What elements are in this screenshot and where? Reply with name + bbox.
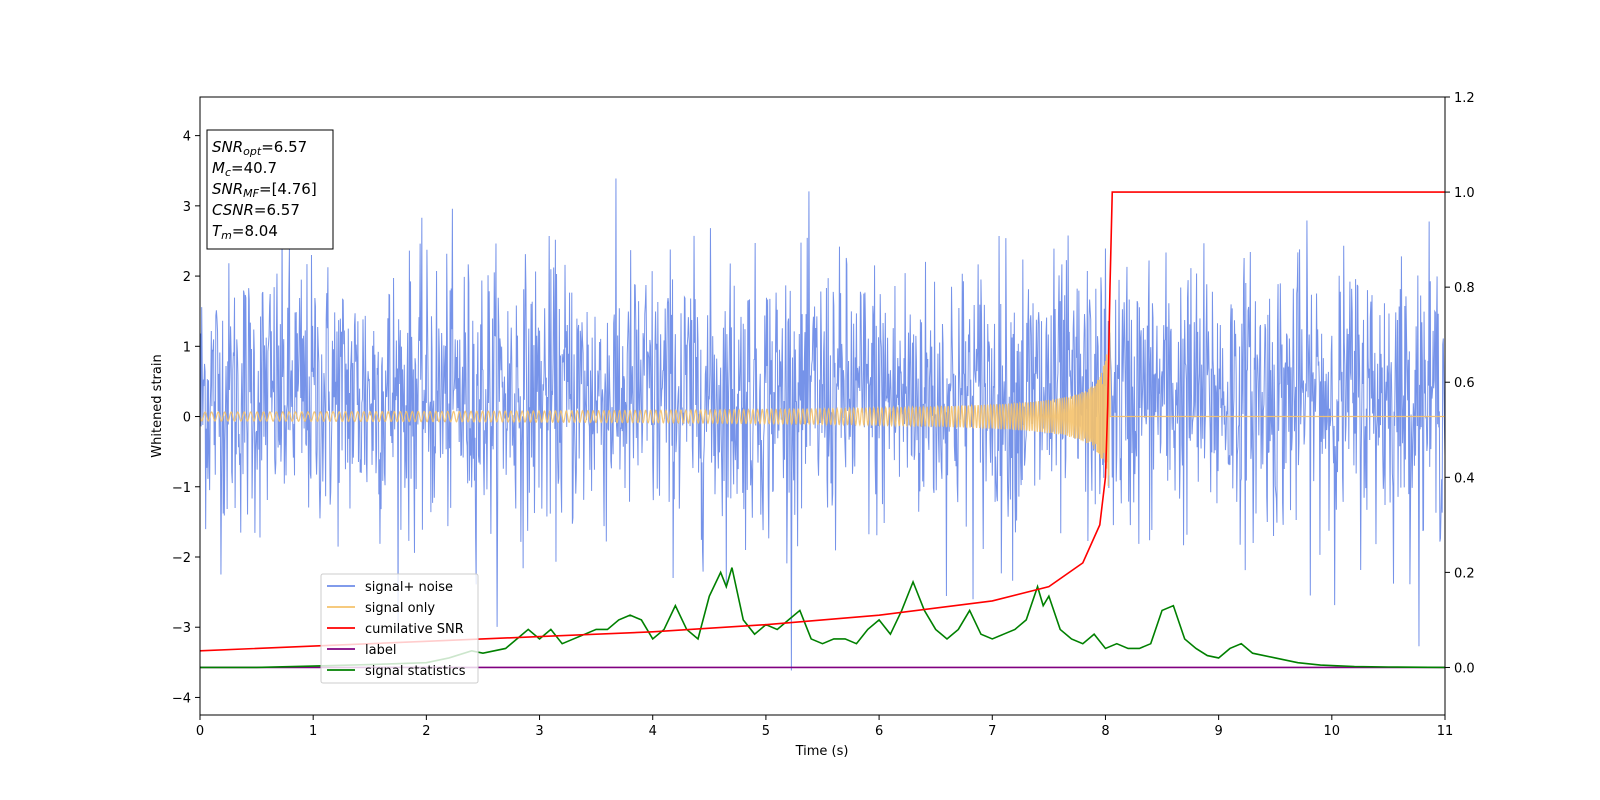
y2-tick-label: 0.8 xyxy=(1454,281,1475,296)
x-tick-label: 7 xyxy=(988,724,996,739)
info-box-frame xyxy=(206,129,334,250)
y-tick-label: 3 xyxy=(183,200,191,215)
legend-entry: label xyxy=(365,643,396,658)
y-tick-label: −2 xyxy=(172,551,191,566)
x-tick-label: 9 xyxy=(1214,724,1222,739)
x-tick-label: 8 xyxy=(1101,724,1109,739)
y-axis-right: 0.0 0.2 0.4 0.6 0.8 1.0 1.2 xyxy=(1445,91,1475,676)
y2-tick-label: 1.0 xyxy=(1454,186,1475,201)
x-tick-label: 6 xyxy=(875,724,883,739)
x-tick-label: 11 xyxy=(1437,724,1454,739)
legend-entry: signal only xyxy=(365,601,435,616)
legend-frame xyxy=(320,573,479,684)
legend-entry: cumilative SNR xyxy=(365,622,464,637)
series-signal-statistics xyxy=(200,567,1445,669)
plot-frame xyxy=(199,96,1446,716)
info-line: CSNR=6.57 xyxy=(212,201,300,219)
info-line: Mc=40.7 xyxy=(212,159,277,179)
y-tick-label: −4 xyxy=(172,691,191,706)
info-line: SNRMF=[4.76] xyxy=(212,180,317,200)
y-tick-label: 4 xyxy=(183,130,191,145)
series-signal-only xyxy=(200,318,1445,486)
series-signal-noise xyxy=(200,178,1445,671)
series-layer xyxy=(200,178,1445,671)
legend-entry: signal statistics xyxy=(365,664,466,679)
x-tick-label: 3 xyxy=(535,724,543,739)
x-tick-label: 4 xyxy=(649,724,657,739)
y2-tick-label: 0.6 xyxy=(1454,376,1475,391)
info-line: Tm=8.04 xyxy=(212,222,278,242)
legend-entry: signal+ noise xyxy=(365,580,453,595)
y-tick-label: 0 xyxy=(183,411,191,426)
y-tick-label: 2 xyxy=(183,270,191,285)
y-axis-label: Whitened strain xyxy=(150,354,165,457)
x-tick-label: 10 xyxy=(1324,724,1341,739)
y-axis-left: −4 −3 −2 −1 0 1 2 3 4 xyxy=(172,130,200,706)
y2-tick-label: 0.4 xyxy=(1454,471,1475,486)
x-axis-label: Time (s) xyxy=(795,744,849,759)
x-axis: 0 1 2 3 4 5 6 7 8 9 10 11 xyxy=(196,715,1453,739)
y-tick-label: 1 xyxy=(183,340,191,355)
y2-tick-label: 0.0 xyxy=(1454,661,1475,676)
info-line: SNRopt=6.57 xyxy=(212,138,307,158)
y2-tick-label: 1.2 xyxy=(1454,91,1475,106)
legend: signal+ noise signal only cumilative SNR la… xyxy=(320,573,479,684)
y-tick-label: −1 xyxy=(172,481,191,496)
x-tick-label: 1 xyxy=(309,724,317,739)
x-tick-label: 0 xyxy=(196,724,204,739)
x-tick-label: 5 xyxy=(762,724,770,739)
y2-tick-label: 0.2 xyxy=(1454,566,1475,581)
x-tick-label: 2 xyxy=(422,724,430,739)
y-tick-label: −3 xyxy=(172,621,191,636)
series-cumilative-snr xyxy=(200,191,1445,652)
